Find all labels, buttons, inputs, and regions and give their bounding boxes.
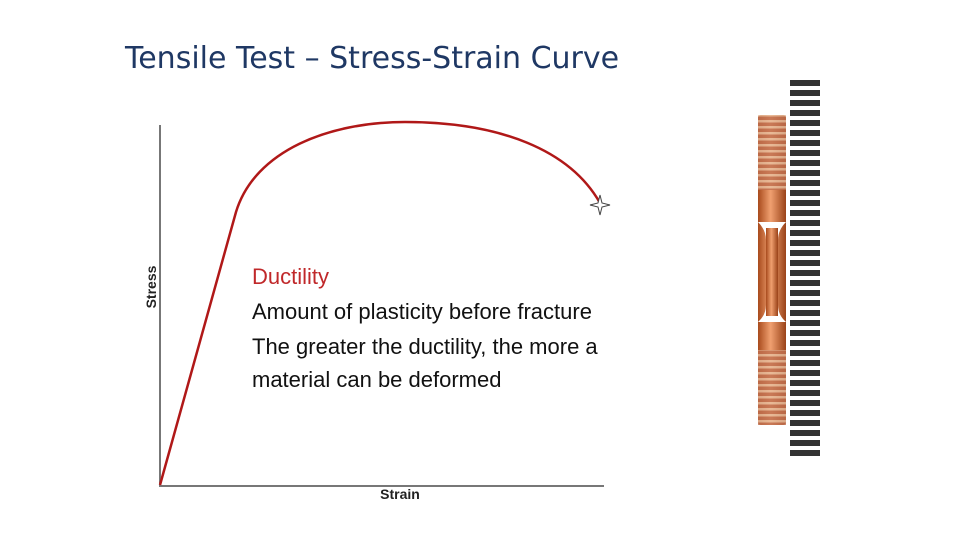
- text-line: Amount of plasticity before fracture: [252, 299, 592, 324]
- slide-title: Tensile Test – Stress-Strain Curve: [124, 41, 619, 76]
- specimen-illustration: [758, 78, 820, 458]
- fracture-point: [589, 194, 611, 216]
- text-line: material can be deformed: [252, 367, 501, 392]
- text-line: The greater the ductility, the more a: [252, 334, 598, 359]
- text-heading: Ductility: [252, 264, 329, 289]
- x-axis-label: Strain: [380, 486, 420, 502]
- stress-strain-curve: [158, 120, 602, 486]
- y-axis-label: Stress: [143, 265, 159, 308]
